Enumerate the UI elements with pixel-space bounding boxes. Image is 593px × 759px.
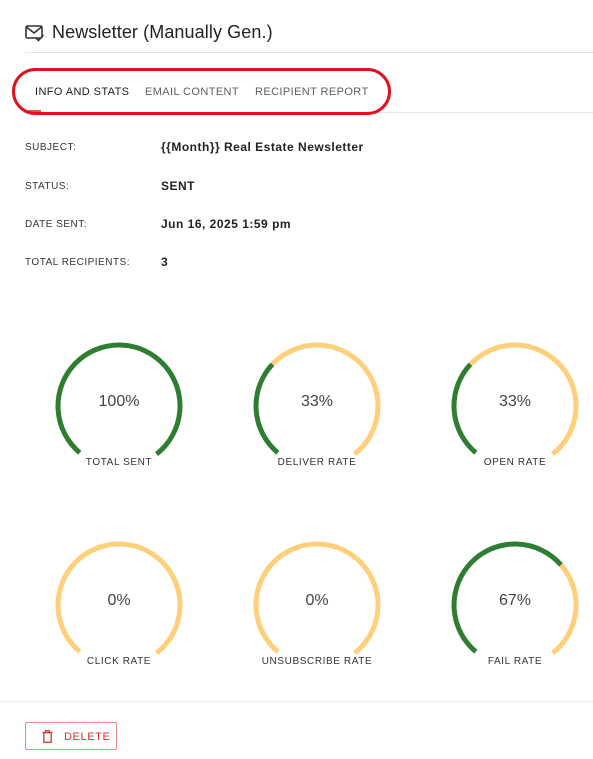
footer-divider	[0, 701, 593, 702]
gauge-percent: 33%	[498, 393, 532, 410]
total-recipients-value: 3	[161, 255, 169, 269]
gauge-label: FAIL RATE	[487, 656, 543, 667]
gauge-track	[468, 342, 579, 457]
tab-bar: INFO AND STATS EMAIL CONTENT RECIPIENT R…	[25, 70, 593, 112]
gauge-track	[253, 541, 381, 656]
gauge-chart	[451, 342, 579, 457]
info-row-status: STATUS: SENT	[25, 179, 585, 195]
status-value: SENT	[161, 179, 196, 193]
stat-gauge-deliver-rate: 33% DELIVER RATE	[227, 340, 407, 490]
date-sent-label: DATE SENT:	[25, 219, 88, 230]
header-divider	[25, 52, 593, 53]
gauge-chart	[55, 342, 183, 457]
subject-value: {{Month}} Real Estate Newsletter	[161, 140, 364, 154]
gauge-percent: 33%	[300, 393, 334, 410]
gauge-track	[270, 342, 381, 457]
stat-gauge-fail-rate: 67% FAIL RATE	[425, 539, 593, 689]
gauge-label: DELIVER RATE	[277, 457, 357, 468]
status-label: STATUS:	[25, 181, 70, 192]
gauge-percent: 100%	[98, 393, 140, 410]
info-row-subject: SUBJECT: {{Month}} Real Estate Newslette…	[25, 140, 585, 156]
mail-check-icon	[25, 25, 45, 42]
gauge-chart	[253, 541, 381, 656]
gauge-label: CLICK RATE	[86, 656, 152, 667]
delete-button[interactable]: DELETE	[25, 722, 117, 750]
tab-email-content[interactable]: EMAIL CONTENT	[145, 86, 240, 98]
gauge-label: UNSUBSCRIBE RATE	[261, 656, 373, 667]
trash-icon	[42, 730, 53, 743]
gauge-chart	[253, 342, 381, 457]
gauge-fill	[55, 342, 183, 457]
gauge-percent: 67%	[498, 592, 532, 609]
gauge-track	[55, 541, 183, 656]
info-row-total-recipients: TOTAL RECIPIENTS: 3	[25, 255, 585, 271]
gauge-percent: 0%	[107, 592, 131, 609]
stat-gauge-total-sent: 100% TOTAL SENT	[29, 340, 209, 490]
subject-label: SUBJECT:	[25, 142, 77, 153]
info-row-date-sent: DATE SENT: Jun 16, 2025 1:59 pm	[25, 217, 585, 233]
gauge-fill	[451, 362, 478, 455]
stat-gauge-unsubscribe-rate: 0% UNSUBSCRIBE RATE	[227, 539, 407, 689]
gauge-chart	[451, 541, 579, 656]
date-sent-value: Jun 16, 2025 1:59 pm	[161, 217, 292, 231]
page-title: Newsletter (Manually Gen.)	[52, 22, 273, 42]
stat-gauge-open-rate: 33% OPEN RATE	[425, 340, 593, 490]
stat-gauge-click-rate: 0% CLICK RATE	[29, 539, 209, 689]
gauge-chart	[55, 541, 183, 656]
gauge-fill	[451, 541, 563, 654]
tab-info-and-stats[interactable]: INFO AND STATS	[35, 86, 130, 98]
delete-button-label: DELETE	[64, 731, 111, 743]
page-header: Newsletter (Manually Gen.)	[0, 0, 593, 53]
gauge-track	[550, 563, 579, 656]
active-tab-indicator	[25, 110, 41, 113]
total-recipients-label: TOTAL RECIPIENTS:	[25, 257, 130, 268]
tab-divider	[25, 112, 593, 113]
tab-recipient-report[interactable]: RECIPIENT REPORT	[255, 86, 369, 98]
gauge-fill	[253, 362, 280, 455]
gauge-label: OPEN RATE	[483, 457, 547, 468]
gauge-percent: 0%	[305, 592, 329, 609]
gauge-label: TOTAL SENT	[85, 457, 153, 468]
